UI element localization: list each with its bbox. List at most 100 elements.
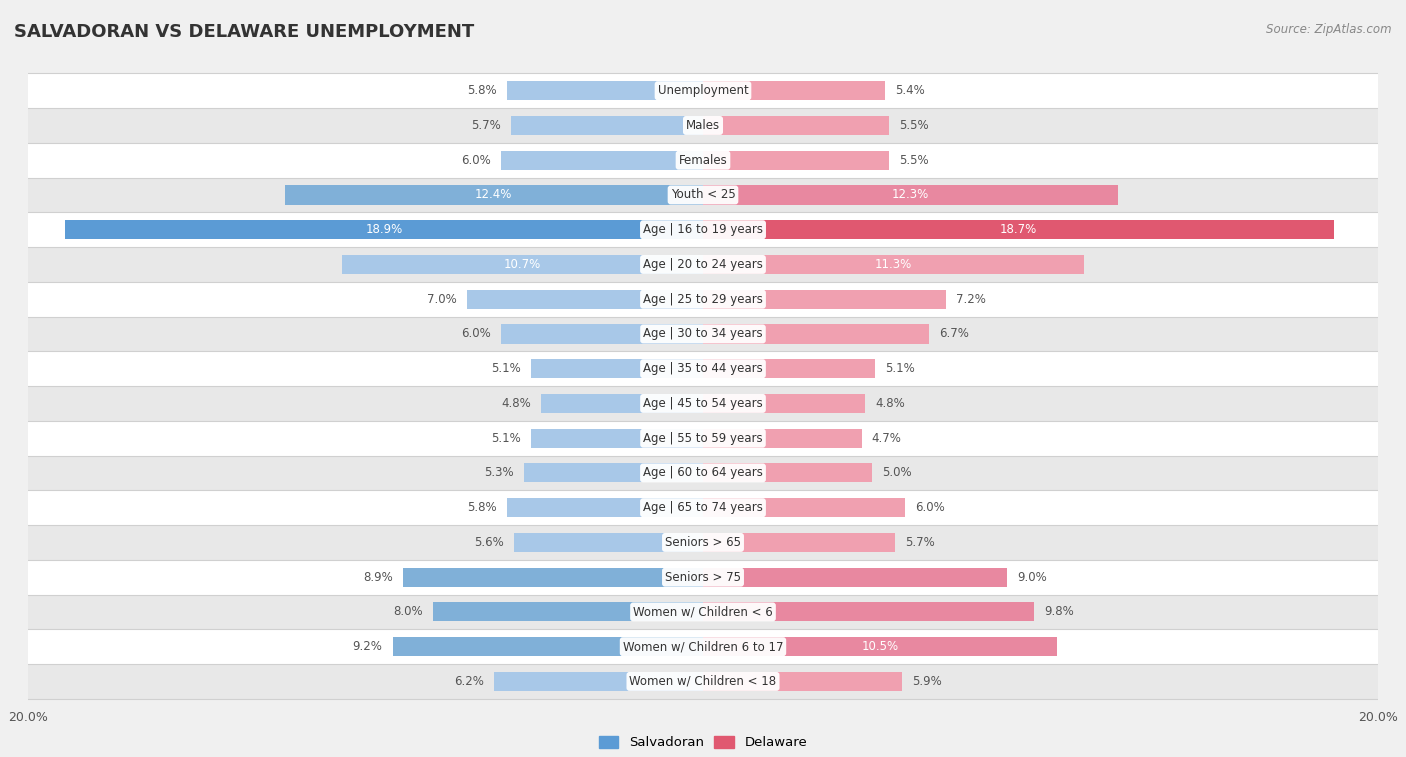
Text: 9.2%: 9.2% (353, 640, 382, 653)
Bar (703, 81, 886, 100)
Bar (508, 81, 703, 100)
Bar (284, 185, 703, 204)
Bar (524, 463, 703, 482)
Bar (703, 603, 1033, 621)
Bar (703, 116, 889, 135)
Bar (433, 603, 703, 621)
Bar (28, 386, 1378, 421)
Bar (28, 351, 1378, 386)
Text: Age | 25 to 29 years: Age | 25 to 29 years (643, 293, 763, 306)
Bar (501, 151, 703, 170)
Bar (703, 637, 1057, 656)
Text: Age | 65 to 74 years: Age | 65 to 74 years (643, 501, 763, 514)
Bar (703, 672, 903, 691)
Bar (703, 463, 872, 482)
Text: 18.7%: 18.7% (1000, 223, 1038, 236)
Text: 7.0%: 7.0% (427, 293, 457, 306)
Text: Age | 45 to 54 years: Age | 45 to 54 years (643, 397, 763, 410)
Text: 6.7%: 6.7% (939, 328, 969, 341)
Text: Unemployment: Unemployment (658, 84, 748, 97)
Bar (28, 178, 1378, 212)
Bar (28, 421, 1378, 456)
Text: 18.9%: 18.9% (366, 223, 402, 236)
Text: 5.1%: 5.1% (491, 431, 520, 444)
Text: 12.3%: 12.3% (891, 188, 929, 201)
Text: 5.6%: 5.6% (474, 536, 503, 549)
Text: 5.1%: 5.1% (886, 362, 915, 375)
Text: 11.3%: 11.3% (875, 258, 912, 271)
Bar (703, 394, 865, 413)
Bar (28, 525, 1378, 560)
Bar (28, 491, 1378, 525)
Text: Women w/ Children < 6: Women w/ Children < 6 (633, 606, 773, 618)
Text: 5.5%: 5.5% (898, 119, 928, 132)
Text: Males: Males (686, 119, 720, 132)
Text: 10.7%: 10.7% (503, 258, 541, 271)
Text: Women w/ Children < 18: Women w/ Children < 18 (630, 675, 776, 688)
Bar (703, 498, 905, 517)
Text: 8.0%: 8.0% (394, 606, 423, 618)
Text: Age | 16 to 19 years: Age | 16 to 19 years (643, 223, 763, 236)
Text: 4.8%: 4.8% (875, 397, 905, 410)
Bar (28, 629, 1378, 664)
Text: Age | 35 to 44 years: Age | 35 to 44 years (643, 362, 763, 375)
Bar (703, 359, 875, 378)
Text: SALVADORAN VS DELAWARE UNEMPLOYMENT: SALVADORAN VS DELAWARE UNEMPLOYMENT (14, 23, 474, 41)
Text: 5.1%: 5.1% (491, 362, 520, 375)
Text: 9.8%: 9.8% (1043, 606, 1074, 618)
Bar (28, 73, 1378, 108)
Text: 7.2%: 7.2% (956, 293, 986, 306)
Text: 4.8%: 4.8% (501, 397, 531, 410)
Text: 12.4%: 12.4% (475, 188, 512, 201)
Text: Women w/ Children 6 to 17: Women w/ Children 6 to 17 (623, 640, 783, 653)
Text: 5.8%: 5.8% (468, 501, 498, 514)
Bar (28, 456, 1378, 491)
Bar (28, 560, 1378, 594)
Bar (703, 568, 1007, 587)
Text: Seniors > 75: Seniors > 75 (665, 571, 741, 584)
Text: 5.4%: 5.4% (896, 84, 925, 97)
Bar (28, 108, 1378, 143)
Text: Youth < 25: Youth < 25 (671, 188, 735, 201)
Text: 5.5%: 5.5% (898, 154, 928, 167)
Text: 10.5%: 10.5% (862, 640, 898, 653)
Bar (703, 220, 1334, 239)
Bar (392, 637, 703, 656)
Bar (515, 533, 703, 552)
Text: 6.0%: 6.0% (461, 328, 491, 341)
Bar (28, 212, 1378, 247)
Bar (541, 394, 703, 413)
Bar (28, 282, 1378, 316)
Bar (510, 116, 703, 135)
Bar (494, 672, 703, 691)
Bar (402, 568, 703, 587)
Text: Source: ZipAtlas.com: Source: ZipAtlas.com (1267, 23, 1392, 36)
Text: 5.9%: 5.9% (912, 675, 942, 688)
Text: 5.7%: 5.7% (471, 119, 501, 132)
Text: 9.0%: 9.0% (1017, 571, 1046, 584)
Bar (703, 151, 889, 170)
Bar (28, 247, 1378, 282)
Bar (703, 290, 946, 309)
Bar (703, 533, 896, 552)
Legend: Salvadoran, Delaware: Salvadoran, Delaware (593, 731, 813, 755)
Text: Age | 20 to 24 years: Age | 20 to 24 years (643, 258, 763, 271)
Text: 4.7%: 4.7% (872, 431, 901, 444)
Bar (28, 316, 1378, 351)
Bar (467, 290, 703, 309)
Text: Age | 60 to 64 years: Age | 60 to 64 years (643, 466, 763, 479)
Text: 5.7%: 5.7% (905, 536, 935, 549)
Text: Age | 55 to 59 years: Age | 55 to 59 years (643, 431, 763, 444)
Text: 6.2%: 6.2% (454, 675, 484, 688)
Text: Age | 30 to 34 years: Age | 30 to 34 years (643, 328, 763, 341)
Text: 6.0%: 6.0% (461, 154, 491, 167)
Bar (28, 143, 1378, 178)
Bar (531, 428, 703, 447)
Bar (65, 220, 703, 239)
Text: 5.3%: 5.3% (485, 466, 515, 479)
Bar (703, 428, 862, 447)
Text: Seniors > 65: Seniors > 65 (665, 536, 741, 549)
Text: 8.9%: 8.9% (363, 571, 392, 584)
Bar (508, 498, 703, 517)
Bar (28, 594, 1378, 629)
